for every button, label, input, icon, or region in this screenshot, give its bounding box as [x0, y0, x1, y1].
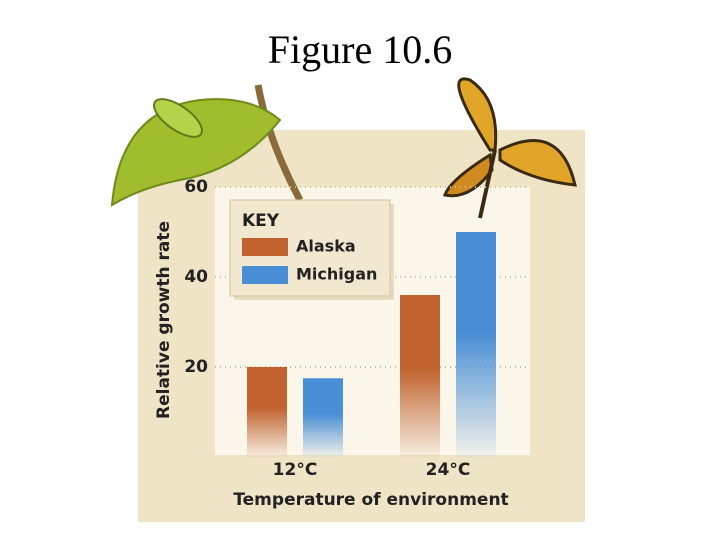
bar	[247, 367, 287, 457]
bar	[400, 295, 440, 457]
legend-label: Michigan	[296, 265, 377, 284]
y-tick-label: 20	[184, 357, 208, 377]
x-tick-label: 12°C	[273, 460, 318, 480]
bar	[303, 378, 343, 457]
legend-label: Alaska	[296, 237, 356, 256]
y-axis-label: Relative growth rate	[154, 221, 174, 419]
chart-title: Figure 10.6	[268, 27, 452, 72]
y-tick-label: 60	[184, 177, 208, 197]
legend-swatch	[242, 266, 288, 284]
leaf-decoration	[110, 84, 304, 207]
legend: KEY Alaska Michigan	[229, 199, 394, 300]
butterfly-decoration	[443, 77, 577, 219]
legend-swatch	[242, 238, 288, 256]
y-tick-label: 40	[184, 267, 208, 287]
x-tick-label: 24°C	[426, 460, 471, 480]
bar	[456, 232, 496, 457]
plot: 20 40 60 12°C 24°C	[184, 177, 530, 480]
x-axis-label: Temperature of environment	[233, 490, 508, 510]
legend-title: KEY	[242, 211, 280, 231]
